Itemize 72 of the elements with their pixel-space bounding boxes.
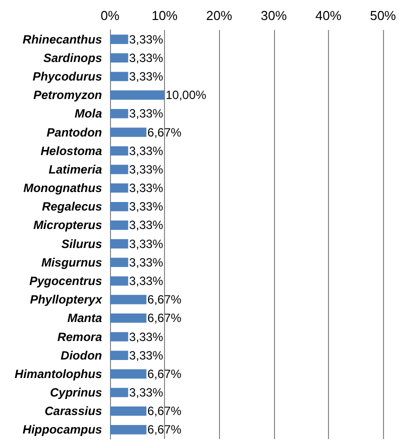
data-label: 3,33% bbox=[129, 218, 164, 232]
bar bbox=[110, 425, 146, 434]
bar bbox=[110, 294, 146, 304]
y-tick-label: Silurus bbox=[61, 236, 102, 251]
x-tick-label: 0% bbox=[100, 8, 120, 23]
data-label: 3,33% bbox=[129, 200, 164, 214]
data-label: 6,67% bbox=[147, 311, 182, 326]
y-tick-label: Remora bbox=[57, 330, 102, 344]
y-tick-label: Regalecus bbox=[42, 200, 102, 214]
x-tick-label: 50% bbox=[370, 8, 396, 23]
bar bbox=[110, 220, 128, 230]
data-label: 3,33% bbox=[129, 69, 164, 84]
data-label: 3,33% bbox=[129, 348, 164, 362]
bar bbox=[110, 34, 128, 44]
x-tick-label: 10% bbox=[152, 8, 178, 23]
bar bbox=[110, 406, 146, 416]
data-label: 3,33% bbox=[129, 50, 164, 65]
data-label: 3,33% bbox=[129, 236, 164, 251]
bar bbox=[110, 53, 128, 63]
bar bbox=[110, 164, 128, 174]
y-tick-label: Misgurnus bbox=[41, 255, 102, 270]
y-tick-label: Monognathus bbox=[23, 181, 102, 196]
data-label: 10,00% bbox=[166, 88, 207, 102]
y-tick-label: Carassius bbox=[44, 404, 102, 418]
data-label: 3,33% bbox=[129, 181, 164, 196]
y-tick-label: Mola bbox=[74, 106, 102, 121]
data-label: 3,33% bbox=[129, 106, 164, 121]
bar bbox=[110, 183, 128, 193]
data-label: 6,67% bbox=[147, 404, 182, 418]
y-tick-label: Micropterus bbox=[33, 218, 102, 232]
bar bbox=[110, 90, 165, 100]
y-tick-label: Phycodurus bbox=[32, 69, 102, 84]
data-label: 3,33% bbox=[129, 32, 164, 46]
y-tick-label: Diodon bbox=[60, 348, 102, 362]
data-label: 6,67% bbox=[147, 292, 182, 307]
data-label: 6,67% bbox=[147, 422, 182, 437]
y-tick-label: Pantodon bbox=[46, 125, 102, 140]
data-label: 3,33% bbox=[129, 255, 164, 270]
y-tick-label: Helostoma bbox=[40, 144, 102, 158]
y-tick-label: Hippocampus bbox=[22, 422, 102, 437]
data-label: 3,33% bbox=[129, 162, 164, 176]
bar bbox=[110, 388, 128, 398]
bar bbox=[110, 369, 146, 379]
data-label: 6,67% bbox=[147, 125, 182, 140]
data-label: 3,33% bbox=[129, 274, 164, 288]
y-tick-label: Himantolophus bbox=[14, 366, 102, 381]
x-tick-label: 40% bbox=[315, 8, 342, 23]
y-tick-label: Phyllopteryx bbox=[30, 292, 104, 307]
bar bbox=[110, 146, 128, 156]
y-tick-label: Rhinecanthus bbox=[22, 32, 102, 46]
y-tick-label: Cyprinus bbox=[50, 386, 102, 400]
bar bbox=[110, 350, 128, 360]
bar bbox=[110, 314, 146, 323]
y-tick-label: Sardinops bbox=[43, 50, 102, 65]
data-label: 6,67% bbox=[147, 366, 182, 381]
bar bbox=[110, 239, 128, 248]
y-tick-label: Pygocentrus bbox=[29, 274, 102, 288]
bar bbox=[110, 72, 128, 82]
data-label: 3,33% bbox=[129, 144, 164, 158]
bar bbox=[110, 109, 128, 118]
bar bbox=[110, 202, 128, 212]
data-label: 3,33% bbox=[129, 386, 164, 400]
y-tick-label: Manta bbox=[67, 311, 102, 326]
y-tick-label: Petromyzon bbox=[33, 88, 102, 102]
bar bbox=[110, 332, 128, 342]
bar bbox=[110, 258, 128, 268]
bar bbox=[110, 128, 146, 137]
x-tick-label: 30% bbox=[260, 8, 288, 23]
bar bbox=[110, 276, 128, 286]
data-label: 3,33% bbox=[129, 330, 164, 344]
x-tick-label: 20% bbox=[206, 8, 233, 23]
y-tick-label: Latimeria bbox=[48, 162, 102, 176]
